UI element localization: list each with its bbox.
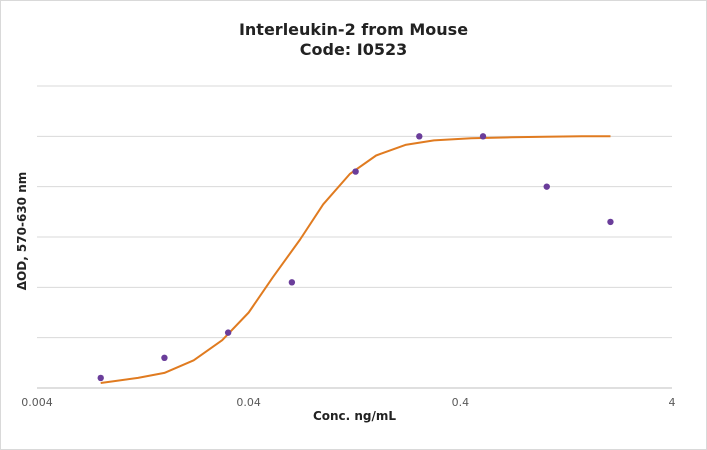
x-tick-label: 4 (669, 396, 676, 409)
data-points (97, 133, 614, 382)
data-point (543, 183, 550, 190)
data-point (97, 374, 104, 382)
data-point (416, 133, 423, 140)
chart-subtitle: Code: I0523 (299, 40, 408, 59)
data-point (224, 329, 232, 336)
gridlines (37, 85, 672, 339)
x-tick-label: 0.4 (452, 396, 470, 409)
data-point (161, 354, 168, 361)
x-tick-label: 0.04 (236, 396, 261, 409)
x-tick-labels: 0.004 0.04 0.4 4 (21, 396, 675, 409)
fit-curve (100, 135, 611, 384)
data-point (607, 218, 614, 226)
x-axis-label: Conc. ng/mL (313, 409, 396, 423)
data-point (479, 133, 487, 140)
data-point (288, 279, 296, 286)
x-tick-label: 0.004 (21, 396, 53, 409)
y-axis-label: ΔOD, 570-630 nm (15, 172, 29, 291)
chart-title: Interleukin-2 from Mouse (238, 20, 469, 39)
data-point (352, 168, 359, 175)
